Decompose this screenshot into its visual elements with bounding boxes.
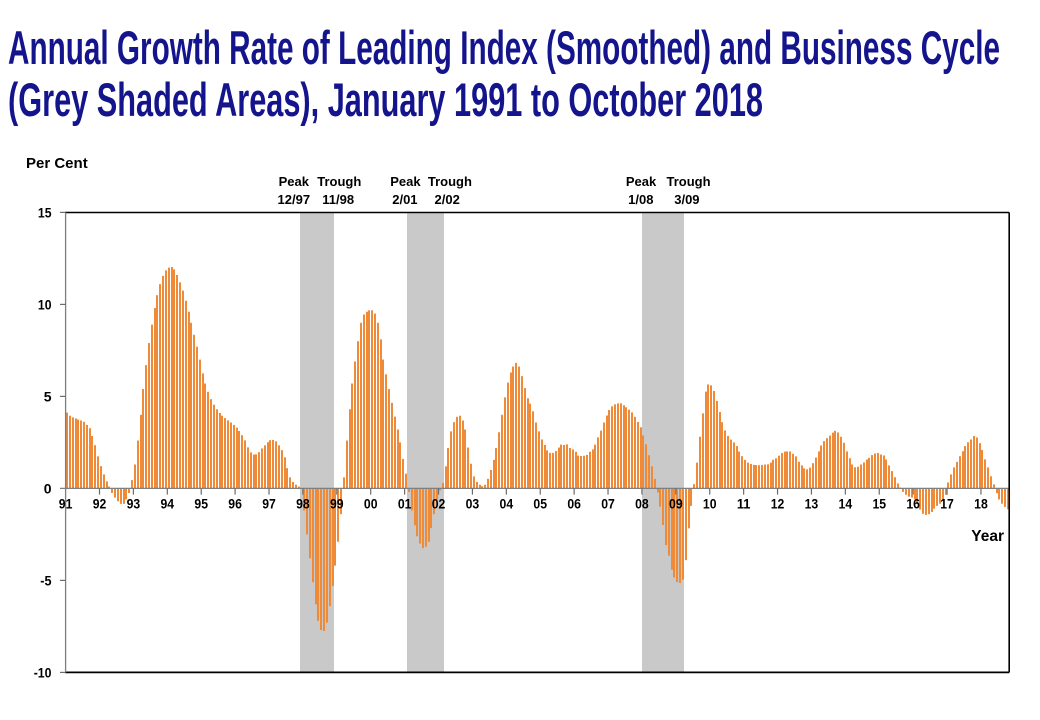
svg-text:05: 05	[533, 496, 547, 512]
svg-text:15: 15	[38, 204, 52, 220]
svg-text:92: 92	[93, 496, 107, 512]
svg-text:03: 03	[466, 496, 480, 512]
svg-text:97: 97	[262, 496, 276, 512]
svg-text:Per Cent: Per Cent	[26, 155, 88, 172]
svg-text:2/01: 2/01	[392, 192, 417, 207]
svg-text:-5: -5	[40, 572, 51, 588]
svg-text:18: 18	[974, 496, 988, 512]
svg-text:2/02: 2/02	[435, 192, 460, 207]
svg-text:13: 13	[805, 496, 819, 512]
svg-text:95: 95	[194, 496, 208, 512]
svg-text:17: 17	[940, 496, 954, 512]
svg-text:99: 99	[330, 496, 344, 512]
svg-text:11: 11	[737, 496, 751, 512]
svg-text:Year: Year	[971, 528, 1004, 545]
svg-text:04: 04	[500, 496, 514, 512]
svg-text:5: 5	[44, 388, 52, 404]
svg-text:1/08: 1/08	[628, 192, 653, 207]
svg-text:96: 96	[228, 496, 242, 512]
svg-text:-10: -10	[34, 664, 52, 680]
svg-text:Annual Growth Rate of Leading: Annual Growth Rate of Leading Index (Smo…	[8, 21, 1000, 74]
svg-text:08: 08	[635, 496, 649, 512]
svg-text:Peak: Peak	[390, 174, 421, 189]
svg-text:91: 91	[59, 496, 73, 512]
svg-text:Trough: Trough	[666, 174, 710, 189]
svg-text:Peak: Peak	[279, 174, 310, 189]
svg-text:00: 00	[364, 496, 378, 512]
svg-text:Trough: Trough	[317, 174, 361, 189]
svg-text:12/97: 12/97	[278, 192, 311, 207]
svg-text:02: 02	[432, 496, 446, 512]
svg-text:09: 09	[669, 496, 683, 512]
svg-text:07: 07	[601, 496, 615, 512]
svg-text:06: 06	[567, 496, 581, 512]
svg-text:0: 0	[44, 480, 52, 496]
svg-text:12: 12	[771, 496, 785, 512]
svg-text:3/09: 3/09	[674, 192, 699, 207]
svg-text:94: 94	[161, 496, 175, 512]
svg-text:Trough: Trough	[428, 174, 472, 189]
svg-text:11/98: 11/98	[322, 192, 354, 207]
svg-text:98: 98	[296, 496, 310, 512]
svg-text:16: 16	[906, 496, 920, 512]
svg-text:Peak: Peak	[626, 174, 657, 189]
svg-text:15: 15	[872, 496, 886, 512]
svg-text:(Grey Shaded Areas), January 1: (Grey Shaded Areas), January 1991 to Oct…	[8, 73, 763, 126]
svg-text:01: 01	[398, 496, 412, 512]
svg-text:14: 14	[839, 496, 853, 512]
svg-text:10: 10	[38, 296, 52, 312]
svg-text:93: 93	[127, 496, 141, 512]
svg-text:10: 10	[703, 496, 717, 512]
